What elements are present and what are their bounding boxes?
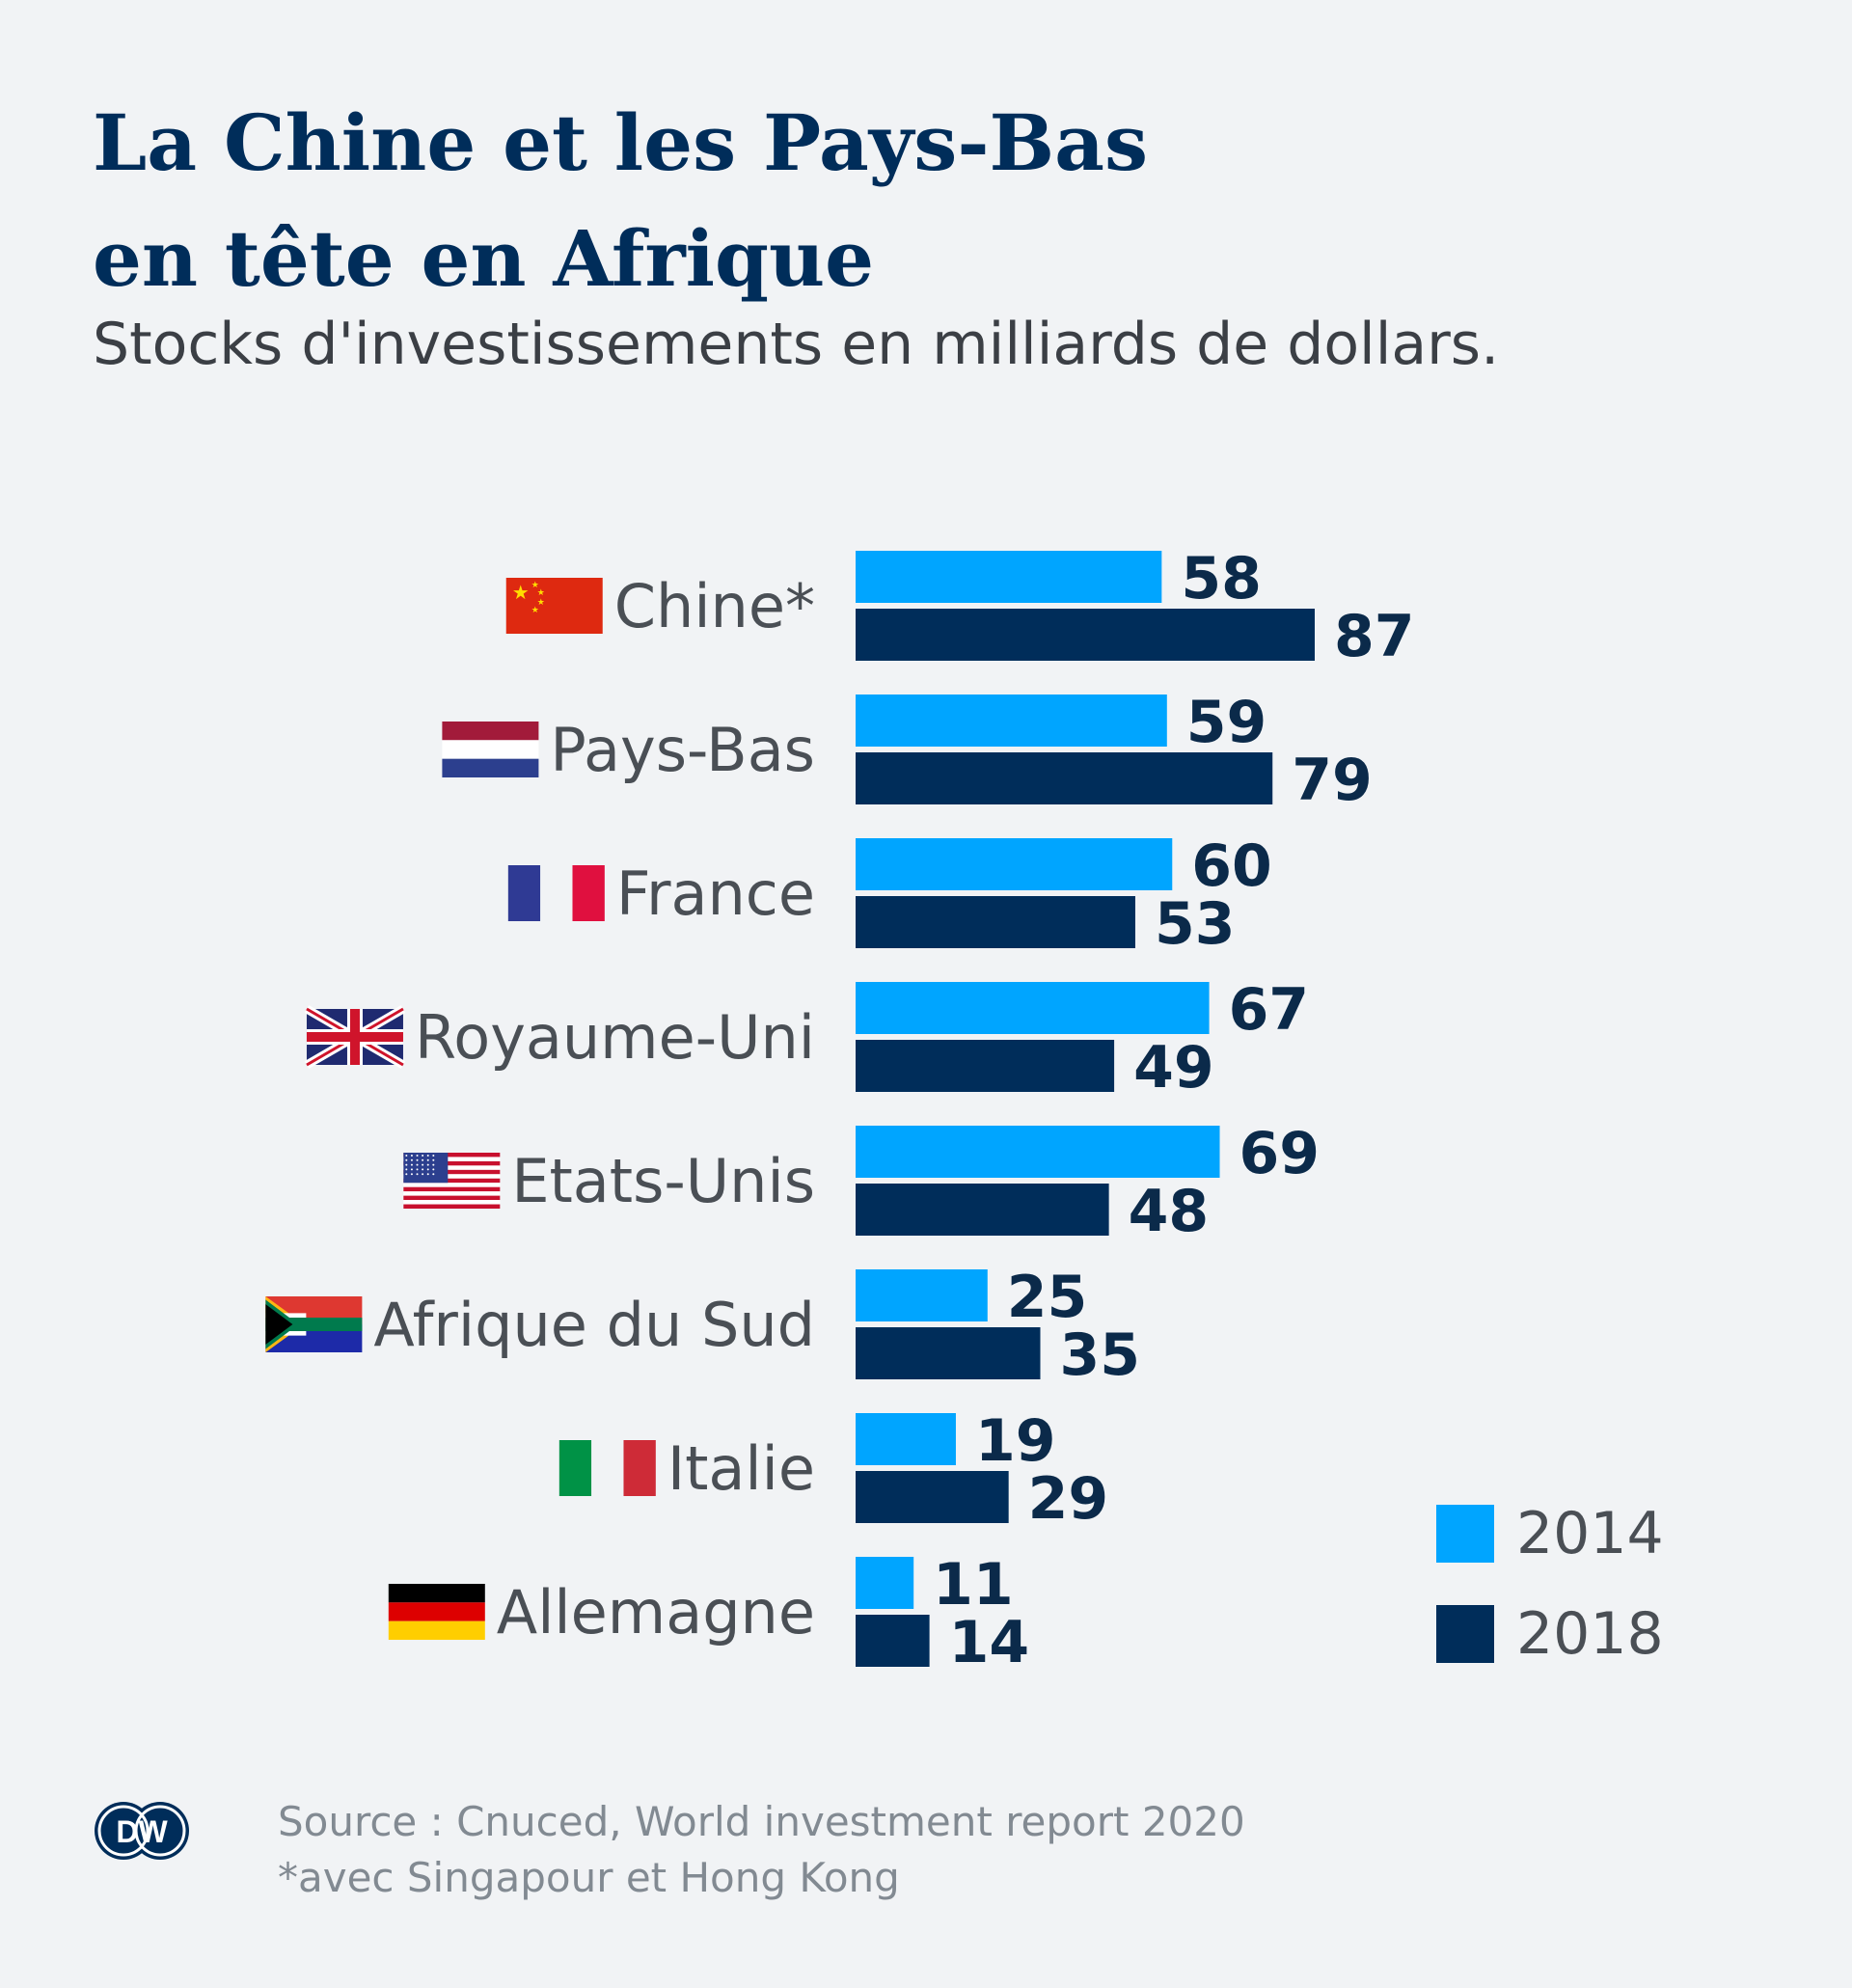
italy-flag-icon — [558, 1440, 656, 1496]
category-label: Italie — [667, 1433, 815, 1504]
data-label: 35 — [1059, 1321, 1140, 1389]
data-label: 25 — [1007, 1264, 1088, 1331]
data-label: 11 — [933, 1551, 1013, 1619]
category-label: Allemagne — [497, 1577, 815, 1648]
bar-2014 — [856, 1126, 1220, 1178]
bar-2018 — [856, 1327, 1041, 1379]
category-label: Chine* — [614, 571, 815, 641]
title-line-2: en tête en Afrique — [93, 213, 874, 304]
data-label: 14 — [949, 1609, 1029, 1676]
chart-subtitle: Stocks d'investissements en milliards de… — [93, 311, 1500, 378]
svg-text:★: ★ — [537, 598, 545, 608]
category-label: Afrique du Sud — [373, 1290, 815, 1360]
category-label: Royaume-Uni — [415, 1002, 815, 1073]
data-label: 19 — [975, 1407, 1056, 1475]
data-label: 69 — [1239, 1120, 1321, 1187]
source-note: Source : Cnuced, World investment report… — [278, 1794, 1245, 1906]
bar-2018 — [856, 1471, 1009, 1523]
france-flag-icon — [507, 865, 605, 921]
bar-2018 — [856, 1040, 1115, 1092]
netherlands-flag-icon — [442, 722, 539, 777]
legend-label: 2018 — [1516, 1600, 1664, 1668]
data-label: 87 — [1334, 603, 1415, 670]
title-line-1: La Chine et les Pays-Bas — [93, 97, 1149, 188]
bar-2018 — [856, 609, 1315, 661]
data-label: 60 — [1191, 832, 1272, 900]
bar-2014 — [856, 838, 1173, 890]
svg-text:★: ★ — [512, 581, 530, 604]
category-label: Pays-Bas — [550, 715, 815, 785]
germany-flag-icon — [388, 1584, 485, 1640]
bar-2014 — [856, 694, 1167, 747]
bar-2014 — [856, 1413, 956, 1465]
data-label: 58 — [1181, 545, 1262, 613]
bar-2014 — [856, 551, 1162, 603]
uk-flag-icon — [304, 1005, 406, 1069]
source-line-2: *avec Singapour et Hong Kong — [278, 1854, 900, 1901]
data-label: 49 — [1133, 1034, 1214, 1102]
data-label: 53 — [1155, 890, 1236, 958]
bar-2014 — [856, 1269, 988, 1321]
svg-text:DW: DW — [116, 1814, 168, 1849]
legend-swatch-2014 — [1436, 1505, 1494, 1563]
south-africa-flag-icon — [265, 1296, 363, 1352]
bar-2014 — [856, 982, 1210, 1034]
bar-2018 — [856, 1184, 1109, 1236]
china-flag-icon: ★ ★★★★ — [505, 578, 603, 634]
chart-title: La Chine et les Pays-Bas en tête en Afri… — [93, 85, 1732, 316]
svg-text:★: ★ — [531, 606, 539, 615]
svg-text:★: ★ — [537, 588, 545, 598]
bar-2018 — [856, 896, 1135, 948]
dw-logo: DW — [95, 1802, 189, 1860]
data-label: 29 — [1028, 1465, 1109, 1533]
bar-2018 — [856, 752, 1273, 804]
category-label: Etats-Unis — [511, 1146, 815, 1216]
svg-text:★: ★ — [531, 581, 539, 590]
legend-swatch-2018 — [1436, 1605, 1494, 1663]
data-label: 59 — [1186, 689, 1267, 756]
usa-flag-icon — [403, 1153, 501, 1209]
bar-2014 — [856, 1557, 914, 1609]
source-line-1: Source : Cnuced, World investment report… — [278, 1798, 1245, 1845]
category-label: France — [616, 858, 815, 929]
bar-2018 — [856, 1615, 930, 1667]
legend-label: 2014 — [1516, 1500, 1664, 1567]
data-label: 67 — [1229, 976, 1310, 1044]
data-label: 79 — [1292, 747, 1373, 814]
data-label: 48 — [1129, 1178, 1210, 1245]
